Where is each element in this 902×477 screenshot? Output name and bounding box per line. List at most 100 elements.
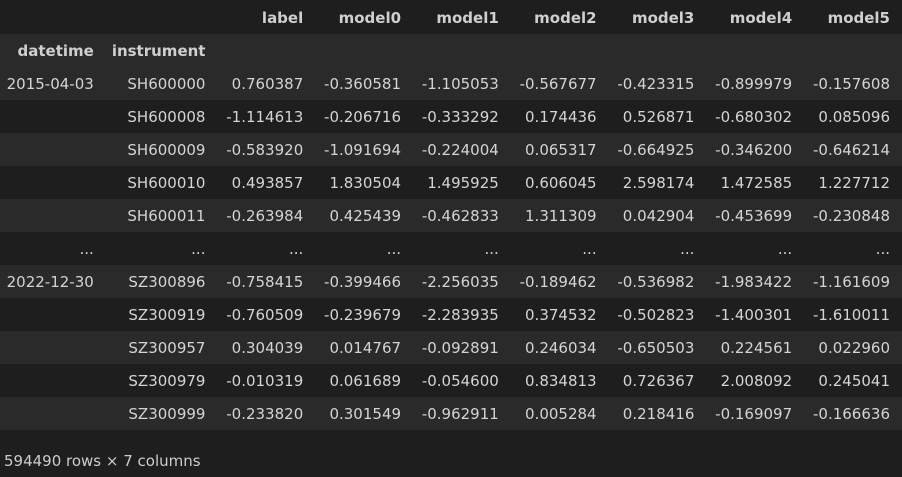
datetime-index-cell [0, 364, 106, 397]
value-cell-model1: -0.092891 [421, 338, 499, 357]
datetime-index-cell: 2015-04-03 [6, 74, 94, 93]
value-cell-label: -1.114613 [226, 107, 304, 126]
instrument-index-cell: SZ300999 [128, 404, 206, 423]
empty-header-cell [706, 34, 804, 67]
value-cell-model0: -0.206716 [324, 107, 402, 126]
datetime-index-cell [0, 397, 106, 430]
value-cell-model1: -2.256035 [421, 272, 499, 291]
value-cell-model3: -0.423315 [617, 74, 695, 93]
value-cell-label: 0.304039 [231, 338, 304, 357]
instrument-index-cell: SH600008 [127, 107, 206, 126]
datetime-index-cell [0, 199, 106, 232]
value-cell-label: -0.263984 [226, 206, 304, 225]
value-cell-model3: -0.650503 [617, 338, 695, 357]
value-cell-model2: -0.189462 [519, 272, 597, 291]
value-cell-model5: 0.245041 [818, 371, 890, 390]
value-cell-label: -0.233820 [226, 404, 304, 423]
instrument-index-cell: SH600010 [127, 173, 206, 192]
value-cell-model3: 2.598174 [622, 173, 695, 192]
instrument-index-cell: SH600011 [127, 206, 206, 225]
value-cell-model5: 1.227712 [818, 173, 890, 192]
value-cell-model1: -0.333292 [421, 107, 499, 126]
value-cell-model1: -2.283935 [421, 305, 499, 324]
value-cell-model5: -0.646214 [813, 140, 890, 159]
value-cell-model0: 1.830504 [329, 173, 402, 192]
value-cell-model1: 1.495925 [427, 173, 499, 192]
table-row: SH600010 0.493857 1.830504 1.495925 0.606045… [0, 166, 902, 199]
value-cell-model3: 0.042904 [622, 206, 695, 225]
value-cell-model0: -0.360581 [324, 74, 402, 93]
value-cell-model1: -0.462833 [421, 206, 499, 225]
dataframe-table: label model0 model1 model2 model3 model4… [0, 1, 902, 430]
value-cell-label: ... [288, 239, 304, 258]
value-cell-model5: 0.022960 [818, 338, 890, 357]
value-cell-model3: -0.502823 [617, 305, 695, 324]
empty-header-cell [804, 34, 902, 67]
instrument-index-cell: SZ300979 [128, 371, 206, 390]
value-cell-model4: 2.008092 [720, 371, 793, 390]
value-cell-model2: 0.174436 [525, 107, 597, 126]
value-cell-model4: -0.680302 [715, 107, 793, 126]
value-cell-model5: ... [875, 239, 890, 258]
value-cell-model4: -0.169097 [715, 404, 793, 423]
value-cell-model2: -0.567677 [519, 74, 597, 93]
value-cell-model2: 0.606045 [525, 173, 597, 192]
value-cell-model3: 0.726367 [622, 371, 695, 390]
column-header: model4 [729, 8, 793, 27]
value-cell-model2: ... [582, 239, 597, 258]
table-row: 2022-12-30 SZ300896 -0.758415 -0.399466 -2.2… [0, 265, 902, 298]
table-header: label model0 model1 model2 model3 model4… [0, 1, 902, 67]
value-cell-model4: 0.224561 [720, 338, 793, 357]
value-cell-model4: -0.346200 [715, 140, 793, 159]
table-row: SZ300957 0.304039 0.014767 -0.092891 0.24603… [0, 331, 902, 364]
instrument-index-cell: ... [191, 239, 206, 258]
value-cell-model0: -0.239679 [324, 305, 402, 324]
empty-header-cell [609, 34, 707, 67]
value-cell-model3: 0.526871 [622, 107, 695, 126]
value-cell-model0: 0.301549 [329, 404, 402, 423]
value-cell-model4: -1.983422 [715, 272, 793, 291]
index-names-row: datetime instrument [0, 34, 902, 67]
value-cell-model0: 0.061689 [329, 371, 402, 390]
instrument-index-cell: SH600009 [127, 140, 206, 159]
value-cell-model0: -1.091694 [324, 140, 402, 159]
value-cell-model5: -1.161609 [813, 272, 890, 291]
value-cell-model3: 0.218416 [622, 404, 695, 423]
instrument-index-cell: SZ300919 [128, 305, 206, 324]
value-cell-label: 0.760387 [231, 74, 304, 93]
value-cell-model4: -0.453699 [715, 206, 793, 225]
table-row: SZ300999 -0.233820 0.301549 -0.962911 0.0052… [0, 397, 902, 430]
value-cell-model1: -0.054600 [421, 371, 499, 390]
table-row: SZ300979 -0.010319 0.061689 -0.054600 0.8348… [0, 364, 902, 397]
index-name-instrument: instrument [111, 41, 206, 60]
value-cell-model0: 0.425439 [329, 206, 402, 225]
datetime-index-cell: ... [79, 239, 94, 258]
index-name-datetime: datetime [17, 41, 94, 60]
column-header: model3 [631, 8, 695, 27]
value-cell-model4: 1.472585 [720, 173, 793, 192]
value-cell-label: 0.493857 [231, 173, 304, 192]
corner-cell [106, 1, 218, 34]
instrument-index-cell: SZ300957 [128, 338, 206, 357]
datetime-index-cell [0, 100, 106, 133]
value-cell-model2: 0.246034 [525, 338, 597, 357]
value-cell-model4: -0.899979 [715, 74, 793, 93]
value-cell-model1: -0.962911 [421, 404, 499, 423]
table-row: SH600011 -0.263984 0.425439 -0.462833 1.3113… [0, 199, 902, 232]
value-cell-label: -0.758415 [226, 272, 304, 291]
column-header-row: label model0 model1 model2 model3 model4… [0, 1, 902, 34]
value-cell-model2: 0.374532 [525, 305, 597, 324]
table-row: SZ300919 -0.760509 -0.239679 -2.283935 0.374… [0, 298, 902, 331]
table-row: SH600008 -1.114613 -0.206716 -0.333292 0.174… [0, 100, 902, 133]
value-cell-label: -0.010319 [226, 371, 304, 390]
value-cell-model5: -0.157608 [813, 74, 890, 93]
value-cell-label: -0.583920 [226, 140, 304, 159]
value-cell-model0: ... [386, 239, 402, 258]
empty-header-cell [413, 34, 511, 67]
value-cell-model5: -1.610011 [813, 305, 890, 324]
empty-header-cell [217, 34, 315, 67]
datetime-index-cell [0, 298, 106, 331]
value-cell-model4: ... [777, 239, 793, 258]
datetime-index-cell [0, 331, 106, 364]
value-cell-model1: -1.105053 [421, 74, 499, 93]
